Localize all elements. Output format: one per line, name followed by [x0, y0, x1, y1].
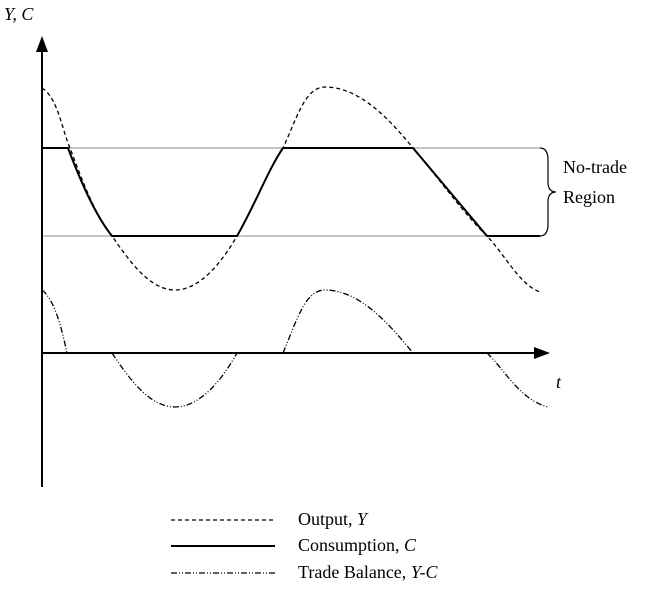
legend-text: Output,	[298, 509, 357, 529]
legend-text: Trade Balance,	[298, 562, 411, 582]
output-curve	[41, 86, 541, 293]
y-axis-label: Y, C	[4, 4, 34, 24]
trade-balance-curve	[41, 289, 549, 408]
legend-entry: Consumption, C	[298, 535, 417, 555]
legend-symbol: Y-C	[411, 562, 439, 582]
x-arrow	[534, 347, 550, 359]
legend-symbol: Y	[357, 509, 369, 529]
consumption-curve	[42, 147, 540, 237]
legend-entry: Trade Balance, Y-C	[298, 562, 438, 582]
legend-symbol: C	[404, 535, 417, 555]
legend-text: Consumption,	[298, 535, 404, 555]
legend-entry: Output, Y	[298, 509, 369, 529]
x-axis-label: t	[556, 372, 562, 392]
brace	[539, 147, 557, 237]
bracket-label: Region	[563, 187, 615, 207]
y-arrow	[36, 36, 48, 52]
bracket-label: No-trade	[563, 157, 627, 177]
